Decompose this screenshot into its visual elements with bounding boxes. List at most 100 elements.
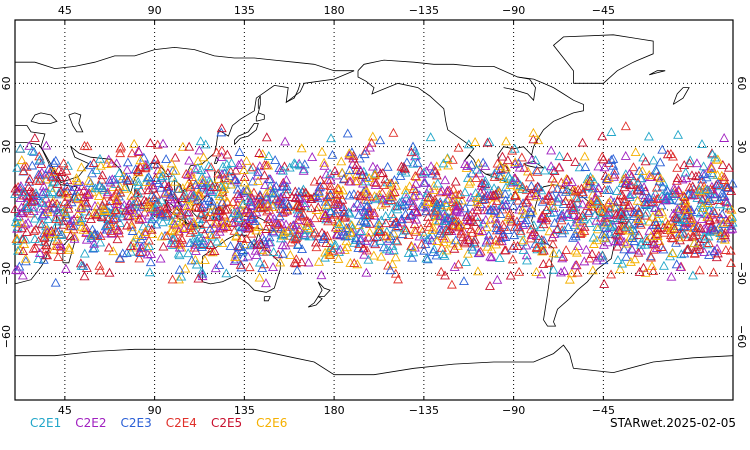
observation-marker [140, 229, 151, 239]
observation-marker [510, 159, 520, 168]
observation-marker [535, 222, 546, 232]
observation-marker [101, 159, 112, 168]
observation-marker [40, 169, 51, 179]
observation-marker [166, 158, 177, 168]
observation-marker [237, 207, 248, 217]
observation-marker [507, 145, 518, 155]
observation-marker [644, 216, 655, 226]
observation-marker [509, 143, 520, 153]
observation-marker [544, 226, 555, 236]
observation-marker [374, 189, 385, 199]
observation-marker [43, 188, 54, 198]
observation-marker [167, 274, 178, 284]
observation-marker [278, 180, 289, 190]
observation-marker [349, 258, 360, 268]
observation-marker [557, 253, 568, 263]
observation-marker [455, 189, 466, 199]
lat-label-right: 30 [735, 140, 748, 154]
observation-marker [554, 162, 564, 172]
observation-marker [604, 203, 615, 213]
observation-marker [587, 265, 598, 275]
observation-marker [383, 260, 394, 270]
observation-marker [387, 259, 398, 269]
observation-marker [542, 193, 553, 203]
observation-marker [83, 175, 94, 185]
observation-marker [679, 215, 690, 224]
observation-marker [30, 243, 41, 253]
observation-marker [512, 221, 523, 231]
observation-marker [503, 212, 514, 222]
observation-marker [684, 182, 695, 192]
observation-marker [547, 173, 558, 183]
observation-marker [598, 255, 609, 265]
observation-marker [247, 162, 258, 172]
observation-marker [571, 247, 582, 257]
observation-marker [393, 274, 404, 284]
observation-marker [498, 231, 509, 241]
observation-marker [719, 191, 730, 201]
observation-marker [278, 165, 288, 175]
observation-marker [524, 172, 535, 182]
observation-marker [65, 230, 76, 240]
observation-marker [426, 235, 437, 245]
observation-marker [568, 204, 579, 214]
observation-marker [255, 239, 266, 249]
coastline [234, 123, 259, 145]
lat-label-right: −60 [735, 325, 748, 348]
observation-marker [431, 170, 442, 180]
observation-marker [441, 245, 452, 255]
observation-marker [133, 145, 144, 155]
observation-marker [187, 225, 198, 235]
observation-marker [264, 232, 275, 242]
observation-marker [674, 205, 685, 215]
observation-marker [88, 243, 99, 253]
observation-marker [648, 155, 659, 165]
observation-marker [603, 173, 614, 183]
observation-marker [332, 199, 343, 209]
observation-marker [375, 168, 386, 178]
observation-marker [73, 192, 84, 202]
observation-marker [139, 207, 150, 217]
observation-marker [687, 190, 698, 200]
observation-marker [635, 182, 646, 192]
observation-marker [258, 202, 269, 212]
observation-marker [231, 231, 242, 241]
observation-marker [11, 264, 21, 274]
observation-marker [512, 241, 523, 250]
observation-marker [310, 227, 321, 237]
observation-marker [408, 247, 419, 257]
observation-marker [541, 204, 552, 214]
observation-marker [632, 184, 643, 194]
observation-marker [130, 232, 141, 242]
observation-marker [311, 242, 322, 252]
observation-marker [10, 216, 21, 226]
observation-marker [200, 139, 211, 149]
observation-marker [671, 259, 682, 269]
observation-marker [505, 270, 516, 280]
observation-marker [137, 242, 148, 252]
observation-marker [672, 162, 683, 172]
observation-marker [182, 207, 192, 216]
observation-marker [238, 165, 249, 174]
observation-marker [620, 121, 631, 131]
observation-marker [428, 180, 439, 190]
observation-marker [147, 229, 158, 239]
observation-markers [10, 121, 738, 290]
observation-marker [431, 200, 442, 210]
observation-marker [612, 196, 623, 206]
observation-marker [648, 244, 659, 254]
dataset-label: STARwet.2025-02-05 [609, 416, 736, 430]
observation-marker [570, 228, 581, 238]
observation-marker [76, 200, 87, 210]
observation-marker [712, 154, 723, 164]
observation-marker [613, 224, 624, 234]
observation-marker [438, 158, 449, 168]
observation-marker [97, 170, 108, 180]
observation-marker [107, 181, 118, 191]
observation-marker [183, 207, 194, 217]
observation-marker [651, 194, 662, 204]
observation-marker [613, 236, 623, 246]
observation-marker [85, 177, 96, 187]
observation-marker [538, 245, 549, 255]
observation-marker [354, 226, 365, 236]
